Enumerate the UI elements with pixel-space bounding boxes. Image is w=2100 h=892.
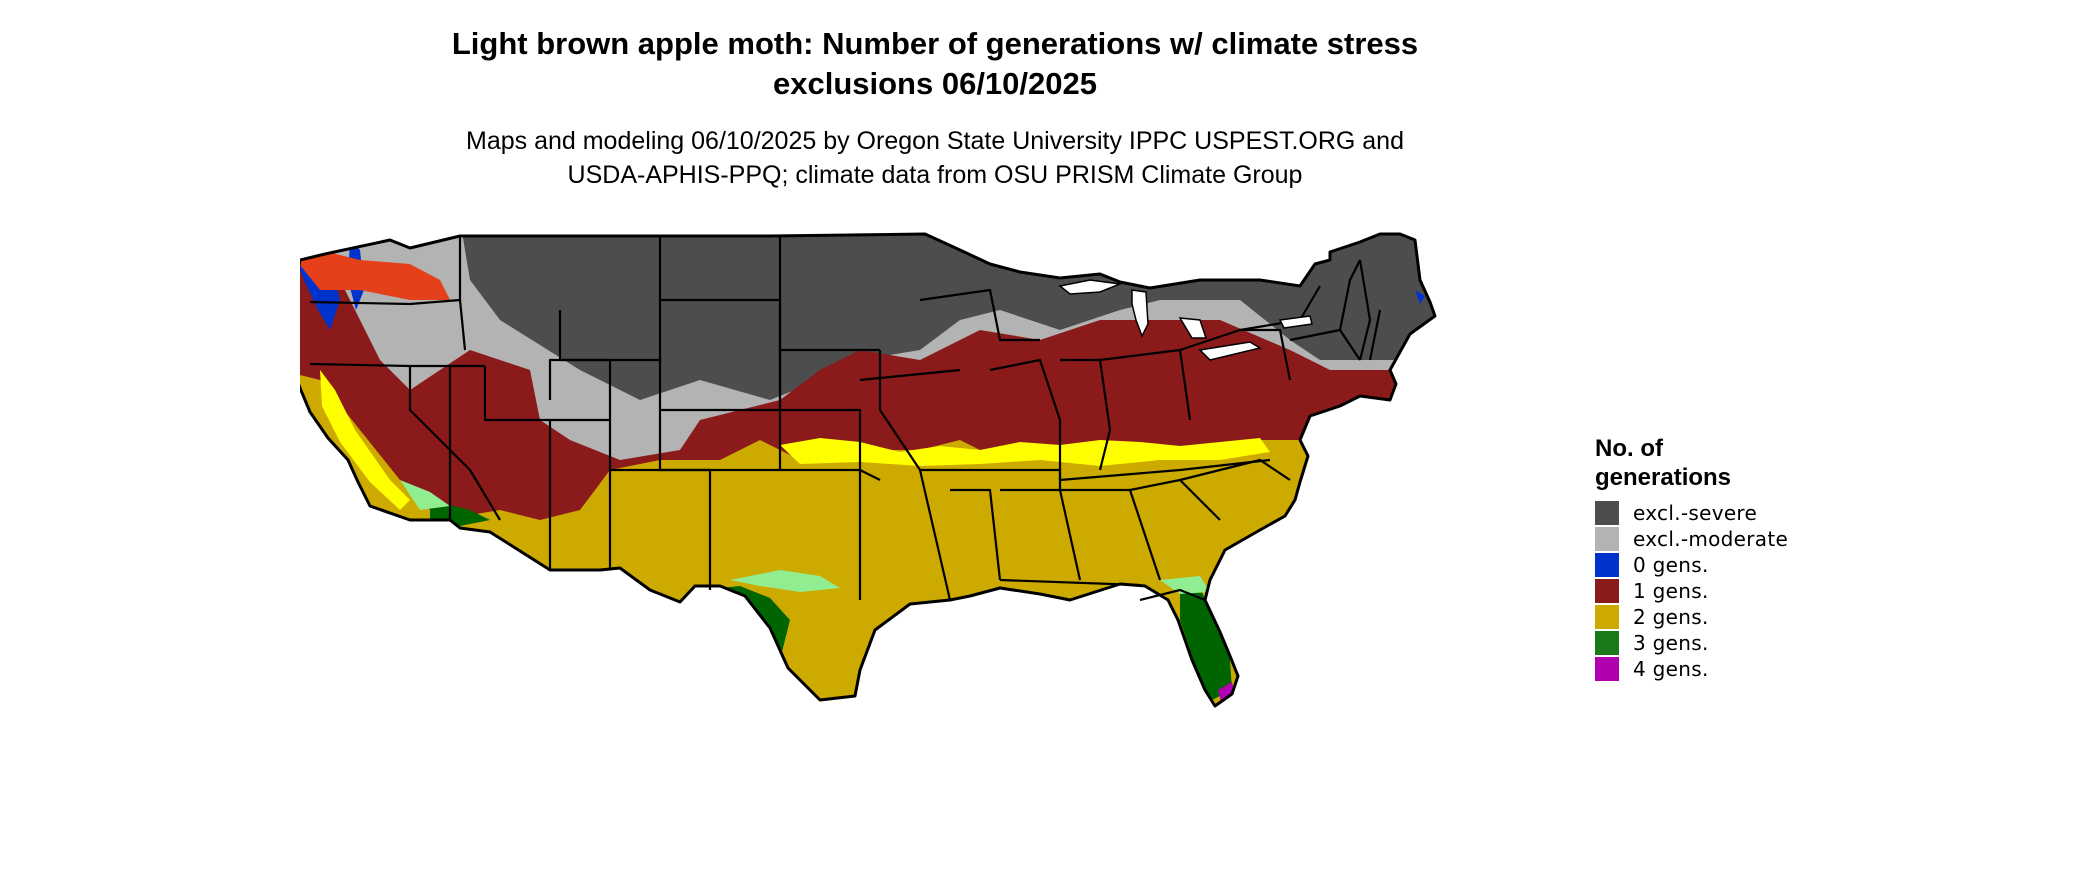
legend-item: 1 gens. bbox=[1595, 578, 1855, 604]
legend-item: 4 gens. bbox=[1595, 656, 1855, 682]
us-generations-map bbox=[300, 220, 1580, 890]
state-borders bbox=[309, 236, 1382, 602]
legend-label: 0 gens. bbox=[1633, 553, 1709, 577]
legend-item: 0 gens. bbox=[1595, 552, 1855, 578]
legend-item: 2 gens. bbox=[1595, 604, 1855, 630]
legend-swatch bbox=[1595, 527, 1619, 551]
legend-title: No. of generations bbox=[1595, 435, 1732, 491]
map-svg bbox=[300, 232, 1437, 708]
legend-swatch bbox=[1595, 579, 1619, 603]
legend-label: 3 gens. bbox=[1633, 631, 1709, 655]
legend-item: 3 gens. bbox=[1595, 630, 1855, 656]
legend-swatch bbox=[1595, 605, 1619, 629]
legend-swatch bbox=[1595, 553, 1619, 577]
legend-swatch bbox=[1595, 657, 1619, 681]
legend-label: 1 gens. bbox=[1633, 579, 1709, 603]
generation-zones bbox=[300, 234, 1435, 706]
legend-swatch bbox=[1595, 501, 1619, 525]
map-subtitle: Maps and modeling 06/10/2025 by Oregon S… bbox=[466, 127, 1404, 189]
legend: No. of generations excl.-severe excl.-mo… bbox=[1595, 434, 1855, 682]
map-title: Light brown apple moth: Number of genera… bbox=[451, 26, 1419, 101]
legend-label: 4 gens. bbox=[1633, 657, 1709, 681]
legend-label: 2 gens. bbox=[1633, 605, 1709, 629]
legend-item: excl.-moderate bbox=[1595, 526, 1855, 552]
legend-swatch bbox=[1595, 631, 1619, 655]
legend-label: excl.-moderate bbox=[1633, 527, 1789, 551]
legend-item: excl.-severe bbox=[1595, 500, 1855, 526]
great-lakes bbox=[1058, 279, 1313, 361]
legend-label: excl.-severe bbox=[1633, 501, 1758, 525]
